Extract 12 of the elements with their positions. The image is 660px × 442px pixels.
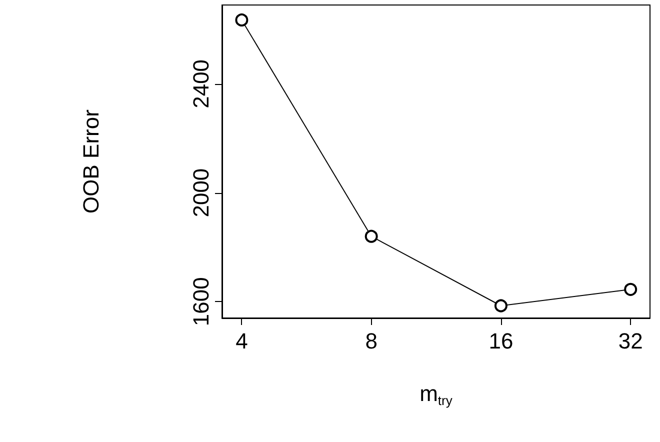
point bbox=[624, 282, 638, 296]
x-tick-label: 32 bbox=[618, 328, 643, 354]
point bbox=[235, 13, 248, 26]
y-tick-label: 2000 bbox=[188, 168, 214, 218]
x-tick-label: 8 bbox=[365, 328, 378, 354]
point bbox=[364, 230, 378, 243]
x-tick-label: 4 bbox=[236, 328, 248, 354]
y-tick-label: 2400 bbox=[188, 59, 214, 108]
y-axis-title: OOB Error bbox=[78, 110, 104, 214]
x-tick-label: 16 bbox=[488, 328, 514, 354]
y-tick-label: 1600 bbox=[188, 277, 214, 326]
point bbox=[494, 299, 508, 312]
